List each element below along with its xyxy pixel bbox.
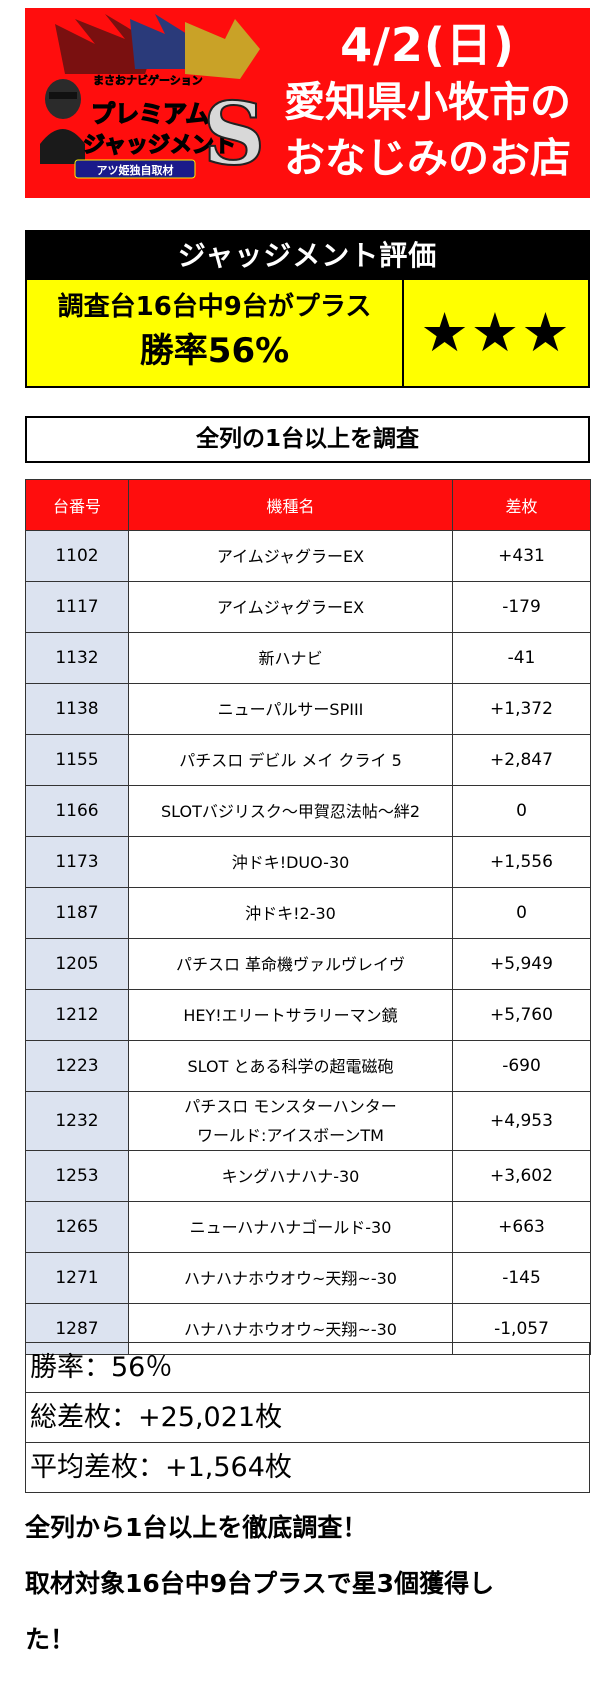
table-header-row: 台番号 機種名 差枚 xyxy=(25,479,591,531)
machine-number: 1166 xyxy=(25,785,129,837)
machine-name: パチスロ モンスターハンター ワールド:アイスボーンTM xyxy=(128,1091,453,1151)
header-text: 4/2(日) 愛知県小牧市の おなじみのお店 xyxy=(270,16,585,194)
machine-name: ニューハナハナゴールド-30 xyxy=(128,1201,453,1253)
header-banner: まさおナビゲーション プレミアム ジャッジメント S アツ姫独自取材 4/2(日… xyxy=(25,8,590,198)
machine-name: アイムジャグラーEX xyxy=(128,530,453,582)
coin-difference: +3,602 xyxy=(452,1150,591,1202)
judgment-panel: ジャッジメント評価 調査台16台中9台がプラス 勝率56% ★★★ xyxy=(25,230,590,388)
judgment-title: ジャッジメント評価 xyxy=(27,232,588,280)
machine-number: 1232 xyxy=(25,1091,129,1151)
machine-name: SLOT とある科学の超電磁砲 xyxy=(128,1040,453,1092)
coin-difference: -179 xyxy=(452,581,591,633)
coin-difference: -690 xyxy=(452,1040,591,1092)
svg-text:S: S xyxy=(203,84,265,185)
machine-name: 新ハナビ xyxy=(128,632,453,684)
machine-number: 1117 xyxy=(25,581,129,633)
svg-text:アツ姫独自取材: アツ姫独自取材 xyxy=(97,163,174,177)
table-row: 1187 沖ドキ!2-30 0 xyxy=(25,887,591,939)
survey-scope: 全列の1台以上を調査 xyxy=(25,416,590,463)
coin-difference: -41 xyxy=(452,632,591,684)
table-row: 1265 ニューハナハナゴールド-30 +663 xyxy=(25,1201,591,1253)
machine-name: ハナハナホウオウ~天翔~-30 xyxy=(128,1303,453,1355)
table-row: 1223 SLOT とある科学の超電磁砲 -690 xyxy=(25,1040,591,1092)
coin-difference: +663 xyxy=(452,1201,591,1253)
machine-number: 1205 xyxy=(25,938,129,990)
table-row: 1155 パチスロ デビル メイ クライ 5 +2,847 xyxy=(25,734,591,786)
footer-note: 全列から1台以上を徹底調査！ 取材対象16台中9台プラスで星3個獲得し た！ xyxy=(25,1500,595,1668)
table-row: 1102 アイムジャグラーEX +431 xyxy=(25,530,591,582)
summary-average-difference: 平均差枚：+1,564枚 xyxy=(26,1442,589,1492)
table-row: 1232 パチスロ モンスターハンター ワールド:アイスボーンTM +4,953 xyxy=(25,1091,591,1151)
judgment-win-rate: 勝率56% xyxy=(139,331,290,371)
machine-number: 1187 xyxy=(25,887,129,939)
summary-win-rate: 勝率：56％ xyxy=(26,1342,589,1392)
judgment-summary: 調査台16台中9台がプラス 勝率56% xyxy=(27,280,404,386)
summary-total-difference: 総差枚：+25,021枚 xyxy=(26,1392,589,1442)
table-row: 1212 HEY!エリートサラリーマン鏡 +5,760 xyxy=(25,989,591,1041)
machine-name-line-1: パチスロ モンスターハンター xyxy=(184,1097,397,1116)
machine-name: 沖ドキ!DUO-30 xyxy=(128,836,453,888)
machine-number: 1223 xyxy=(25,1040,129,1092)
coin-difference: +2,847 xyxy=(452,734,591,786)
footer-line-2: 取材対象16台中9台プラスで星3個獲得し xyxy=(25,1569,495,1598)
coin-difference: 0 xyxy=(452,887,591,939)
machine-number: 1271 xyxy=(25,1252,129,1304)
header-machine-name: 機種名 xyxy=(128,479,453,531)
location-line-1: 愛知県小牧市の xyxy=(284,78,571,126)
results-table: 台番号 機種名 差枚 1102 アイムジャグラーEX +431 1117 アイム… xyxy=(25,479,591,1355)
table-row: 1205 パチスロ 革命機ヴァルヴレイヴ +5,949 xyxy=(25,938,591,990)
star-rating: ★★★ xyxy=(420,301,572,364)
machine-name: ニューパルサーSPIII xyxy=(128,683,453,735)
machine-number: 1102 xyxy=(25,530,129,582)
coin-difference: +5,949 xyxy=(452,938,591,990)
table-row: 1287 ハナハナホウオウ~天翔~-30 -1,057 xyxy=(25,1303,591,1355)
machine-name: HEY!エリートサラリーマン鏡 xyxy=(128,989,453,1041)
coin-difference: 0 xyxy=(452,785,591,837)
machine-name: ハナハナホウオウ~天翔~-30 xyxy=(128,1252,453,1304)
machine-name-line-2: ワールド:アイスボーンTM xyxy=(197,1126,384,1145)
machine-name: 沖ドキ!2-30 xyxy=(128,887,453,939)
coin-difference: -1,057 xyxy=(452,1303,591,1355)
machine-number: 1253 xyxy=(25,1150,129,1202)
machine-number: 1265 xyxy=(25,1201,129,1253)
footer-line-1: 全列から1台以上を徹底調査！ xyxy=(25,1513,368,1542)
machine-name: SLOTバジリスク～甲賀忍法帖～絆2 xyxy=(128,785,453,837)
machine-number: 1173 xyxy=(25,836,129,888)
premium-judgment-logo: まさおナビゲーション プレミアム ジャッジメント S アツ姫独自取材 xyxy=(35,14,265,192)
machine-name: キングハナハナ-30 xyxy=(128,1150,453,1202)
judgment-plus-count: 調査台16台中9台がプラス xyxy=(57,292,372,322)
table-row: 1166 SLOTバジリスク～甲賀忍法帖～絆2 0 xyxy=(25,785,591,837)
judgment-body: 調査台16台中9台がプラス 勝率56% ★★★ xyxy=(27,280,588,386)
coin-difference: +1,556 xyxy=(452,836,591,888)
svg-text:プレミアム: プレミアム xyxy=(91,100,209,128)
machine-number: 1212 xyxy=(25,989,129,1041)
header-difference: 差枚 xyxy=(452,479,591,531)
table-row: 1253 キングハナハナ-30 +3,602 xyxy=(25,1150,591,1202)
coin-difference: +5,760 xyxy=(452,989,591,1041)
coin-difference: +4,953 xyxy=(452,1091,591,1151)
footer-line-3: た！ xyxy=(25,1625,76,1654)
svg-text:まさおナビゲーション: まさおナビゲーション xyxy=(93,73,203,87)
location-line-2: おなじみのお店 xyxy=(284,134,571,182)
table-row: 1271 ハナハナホウオウ~天翔~-30 -145 xyxy=(25,1252,591,1304)
machine-number: 1132 xyxy=(25,632,129,684)
machine-number: 1138 xyxy=(25,683,129,735)
machine-number: 1155 xyxy=(25,734,129,786)
machine-number: 1287 xyxy=(25,1303,129,1355)
machine-name: アイムジャグラーEX xyxy=(128,581,453,633)
svg-text:ジャッジメント: ジャッジメント xyxy=(83,133,236,158)
table-row: 1173 沖ドキ!DUO-30 +1,556 xyxy=(25,836,591,888)
event-date: 4/2(日) xyxy=(340,18,515,72)
table-row: 1117 アイムジャグラーEX -179 xyxy=(25,581,591,633)
coin-difference: +1,372 xyxy=(452,683,591,735)
table-row: 1132 新ハナビ -41 xyxy=(25,632,591,684)
header-machine-number: 台番号 xyxy=(25,479,129,531)
summary-box: 勝率：56％ 総差枚：+25,021枚 平均差枚：+1,564枚 xyxy=(25,1342,590,1493)
coin-difference: -145 xyxy=(452,1252,591,1304)
table-row: 1138 ニューパルサーSPIII +1,372 xyxy=(25,683,591,735)
machine-name: パチスロ デビル メイ クライ 5 xyxy=(128,734,453,786)
coin-difference: +431 xyxy=(452,530,591,582)
machine-name: パチスロ 革命機ヴァルヴレイヴ xyxy=(128,938,453,990)
